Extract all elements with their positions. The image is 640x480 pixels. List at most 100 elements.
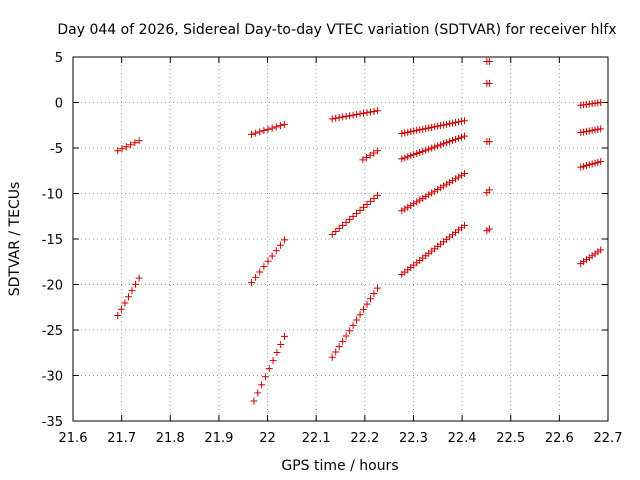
data-point-track-10 (461, 132, 469, 140)
data-point-track-10 (455, 134, 463, 142)
data-point-track-2 (252, 129, 260, 137)
data-point-track-4 (281, 332, 289, 340)
y-tick-labels: 5 0 -5 -10 -15 -20 -25 -30 -35 (42, 51, 63, 430)
data-point-track-11 (416, 196, 424, 204)
data-point-track-19 (585, 127, 593, 135)
data-point-track-20 (582, 162, 590, 170)
data-point-track-0 (131, 139, 139, 147)
data-point-track-6 (360, 203, 368, 211)
data-point-track-5 (353, 110, 361, 118)
data-point-track-5 (367, 108, 375, 116)
data-point-track-11 (461, 169, 469, 177)
data-point-track-19 (594, 125, 602, 133)
data-point-track-9 (428, 123, 436, 131)
x-tick-label: 21.9 (204, 431, 233, 446)
data-point-track-4 (250, 397, 258, 405)
data-point-track-11 (419, 194, 427, 202)
data-point-track-7 (356, 311, 364, 319)
data-point-track-11 (410, 200, 418, 208)
data-point-track-3 (268, 252, 276, 260)
data-point-track-21 (597, 246, 605, 254)
data-point-track-11 (434, 185, 442, 193)
data-point-track-9 (413, 126, 421, 134)
data-point-track-1 (135, 274, 143, 282)
data-point-track-4 (258, 381, 266, 389)
data-point-track-7 (332, 348, 340, 356)
data-point-track-5 (332, 114, 340, 122)
data-point-track-11 (455, 173, 463, 181)
data-point-track-14 (485, 79, 493, 87)
x-axis-label: GPS time / hours (281, 458, 398, 474)
data-point-track-20 (580, 162, 588, 170)
data-point-track-4 (277, 340, 285, 348)
y-tick-label: -10 (42, 188, 63, 203)
data-point-track-20 (597, 158, 605, 166)
x-tick-label: 22.2 (350, 431, 379, 446)
data-point-track-2 (247, 130, 255, 138)
data-point-track-1 (117, 305, 125, 313)
data-point-track-6 (349, 212, 357, 220)
data-point-track-9 (443, 120, 451, 128)
data-point-track-6 (363, 200, 371, 208)
data-point-track-10 (452, 135, 460, 143)
data-point-track-9 (437, 122, 445, 130)
x-tick-label: 22.6 (545, 431, 574, 446)
data-point-track-7 (373, 284, 381, 292)
data-point-track-2 (264, 125, 272, 133)
data-point-track-6 (335, 224, 343, 232)
data-point-track-9 (425, 124, 433, 132)
data-point-track-19 (591, 126, 599, 134)
data-point-track-9 (446, 120, 454, 128)
data-point-track-9 (419, 125, 427, 133)
data-point-track-2 (272, 123, 280, 131)
plot-frame (72, 56, 609, 422)
data-point-track-0 (114, 147, 122, 155)
data-point-track-6 (342, 218, 350, 226)
data-point-track-9 (458, 117, 466, 125)
data-point-track-5 (370, 107, 378, 115)
data-point-track-1 (128, 287, 136, 295)
data-point-track-10 (422, 146, 430, 154)
data-point-track-7 (335, 343, 343, 351)
data-point-track-2 (260, 127, 268, 135)
data-point-track-7 (342, 332, 350, 340)
data-point-track-5 (328, 115, 336, 123)
data-point-track-7 (339, 337, 347, 345)
data-point-track-8 (363, 154, 371, 162)
y-tick-label: 0 (55, 97, 63, 112)
data-point-track-11 (422, 193, 430, 201)
data-point-track-15 (485, 138, 493, 146)
data-point-track-0 (135, 137, 143, 145)
data-point-track-9 (410, 127, 418, 135)
y-tick-label: -20 (42, 279, 63, 294)
data-point-track-9 (461, 117, 469, 125)
data-point-track-9 (422, 125, 430, 133)
data-point-track-3 (264, 257, 272, 265)
y-tick-label: 5 (55, 51, 63, 66)
data-point-track-9 (449, 119, 457, 127)
data-point-track-12 (461, 221, 469, 229)
data-point-track-1 (114, 311, 122, 319)
data-point-track-6 (373, 191, 381, 199)
data-point-track-11 (446, 178, 454, 186)
data-point-track-6 (346, 215, 354, 223)
data-point-track-10 (431, 143, 439, 151)
data-point-track-5 (349, 111, 357, 119)
data-point-track-11 (404, 203, 412, 211)
data-point-track-5 (356, 110, 364, 118)
x-tick-label: 22.5 (496, 431, 525, 446)
data-point-track-3 (276, 241, 284, 249)
x-tick-label: 21.8 (156, 431, 185, 446)
data-point-track-11 (425, 191, 433, 199)
data-point-track-7 (346, 327, 354, 335)
data-point-track-3 (252, 273, 260, 281)
data-point-track-20 (577, 163, 585, 171)
data-point-track-11 (401, 205, 409, 213)
data-point-track-3 (260, 263, 268, 271)
data-point-track-20 (591, 159, 599, 167)
data-point-track-9 (401, 129, 409, 137)
data-point-track-9 (434, 122, 442, 130)
y-tick-label: -30 (42, 370, 63, 385)
data-point-track-20 (588, 160, 596, 168)
